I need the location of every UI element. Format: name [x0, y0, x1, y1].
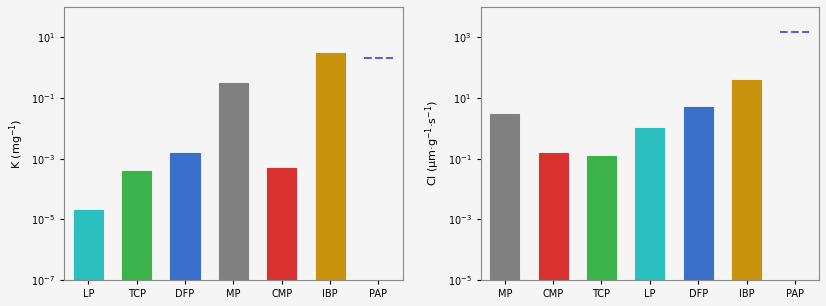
- Bar: [587, 156, 616, 280]
- Bar: [684, 107, 713, 280]
- Bar: [635, 128, 664, 280]
- Bar: [539, 153, 567, 280]
- Y-axis label: K (mg$^{-1}$): K (mg$^{-1}$): [7, 118, 26, 169]
- Bar: [316, 53, 344, 280]
- Bar: [219, 84, 248, 280]
- Y-axis label: Cl (μm·g$^{-1}$·s$^{-1}$): Cl (μm·g$^{-1}$·s$^{-1}$): [424, 101, 442, 186]
- Bar: [267, 168, 297, 280]
- Bar: [74, 210, 102, 280]
- Bar: [732, 80, 761, 280]
- Bar: [170, 153, 200, 280]
- Bar: [491, 114, 520, 280]
- Bar: [122, 171, 151, 280]
